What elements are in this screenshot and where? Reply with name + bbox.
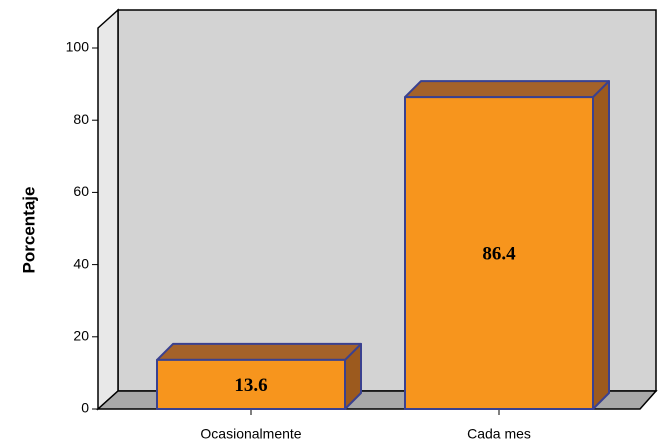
y-tick-label: 100 [66, 39, 90, 55]
bar-top [156, 342, 362, 361]
x-tick-label: Cada mes [467, 426, 531, 442]
y-axis-label: Porcentaje [19, 187, 38, 274]
value-label: 86.4 [482, 243, 516, 264]
value-label: 13.6 [234, 375, 267, 396]
y-tick-label: 0 [81, 400, 89, 416]
y-tick-label: 20 [73, 328, 89, 344]
bar-top [404, 80, 610, 99]
bar-side [592, 80, 610, 410]
x-tick-label: Ocasionalmente [200, 426, 301, 442]
y-tick-label: 40 [73, 255, 89, 271]
bar [156, 358, 346, 410]
side-wall [97, 8, 119, 411]
y-tick-label: 80 [73, 111, 89, 127]
y-tick-label: 60 [73, 183, 89, 199]
bar [404, 96, 594, 410]
